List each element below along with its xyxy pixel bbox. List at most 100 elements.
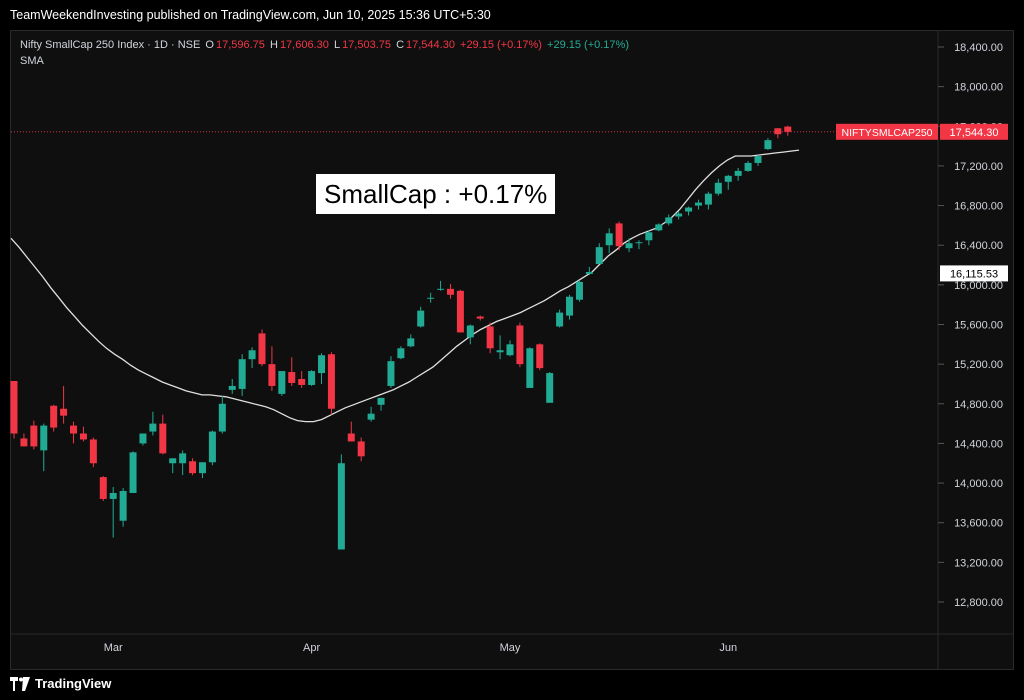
candle	[40, 423, 48, 472]
candle	[407, 334, 415, 348]
candle	[218, 395, 226, 434]
candle	[764, 138, 772, 151]
change-value: +29.15 (+0.17%)	[460, 39, 542, 51]
candle	[476, 315, 484, 321]
candle	[198, 462, 206, 479]
candle	[30, 420, 38, 450]
low-label: L	[333, 39, 341, 51]
candle	[645, 230, 653, 246]
candle-body	[208, 431, 216, 463]
candle-body	[60, 408, 68, 416]
candle-body	[347, 433, 355, 442]
candle	[615, 221, 623, 251]
candle-body	[387, 361, 395, 386]
ohlc-legend: Nifty SmallCap 250 Index · 1D · NSE O 17,…	[20, 39, 631, 51]
y-tick-label: 18,400.00	[954, 42, 1003, 54]
candle	[556, 309, 564, 328]
candle-body	[119, 491, 127, 521]
candle	[238, 354, 246, 396]
candle	[327, 352, 335, 415]
candle-body	[704, 193, 712, 205]
candle	[109, 487, 117, 538]
candle-body	[79, 433, 87, 440]
candle-body	[427, 297, 435, 299]
candle-body	[744, 162, 752, 171]
candle-body	[149, 423, 157, 432]
candle	[149, 411, 157, 436]
candle	[704, 191, 712, 210]
candle-body	[50, 405, 58, 428]
candle-body	[496, 350, 504, 353]
candle-body	[159, 423, 167, 454]
candle	[318, 353, 326, 384]
candle	[516, 322, 524, 368]
candle-body	[318, 355, 326, 374]
candle-body	[139, 433, 147, 444]
candle	[50, 404, 58, 432]
candle	[526, 347, 534, 388]
change-value-2: +29.15 (+0.17%)	[547, 39, 629, 51]
candle	[456, 289, 464, 333]
candle	[496, 335, 504, 360]
close-label: C	[396, 39, 405, 51]
last-price-tag	[940, 123, 1008, 140]
candle-body	[40, 425, 48, 451]
candle	[466, 324, 474, 345]
sma-price-tag	[940, 265, 1008, 282]
candle	[734, 167, 742, 181]
close-value: 17,544.30	[406, 39, 455, 51]
candle	[546, 372, 554, 403]
candle-body	[129, 452, 137, 493]
candle-body	[10, 380, 18, 434]
candle-body	[585, 271, 593, 274]
candle-body	[437, 288, 445, 290]
candle	[635, 240, 643, 250]
candle-body	[546, 373, 554, 403]
candle	[655, 223, 663, 232]
candle-body	[774, 128, 782, 135]
candle	[258, 329, 266, 367]
candle-body	[218, 403, 226, 432]
candle	[129, 451, 137, 493]
candle	[347, 421, 355, 442]
candle	[446, 283, 454, 299]
candle-body	[764, 140, 772, 150]
y-tick-label: 14,800.00	[954, 399, 1003, 411]
candle	[724, 174, 732, 190]
candle	[119, 488, 127, 527]
publish-bar: TeamWeekendInvesting published on Tradin…	[0, 0, 1024, 30]
y-tick-label: 16,000.00	[954, 280, 1003, 292]
candle	[397, 346, 405, 360]
candle-body	[99, 477, 107, 499]
candle	[308, 370, 316, 386]
candle	[605, 228, 613, 254]
candle	[685, 206, 693, 216]
candle-body	[645, 232, 653, 241]
y-tick-label: 14,400.00	[954, 438, 1003, 450]
candle-body	[337, 463, 345, 550]
x-tick-label: Apr	[303, 642, 320, 654]
x-tick-label: Jun	[719, 642, 737, 654]
candle-body	[595, 247, 603, 265]
candle	[189, 458, 197, 476]
candle	[575, 279, 583, 302]
symbol-tag	[836, 123, 938, 140]
candle-body	[189, 461, 197, 474]
candle-body	[536, 344, 544, 369]
candle-body	[357, 441, 365, 457]
candle-body	[238, 359, 246, 389]
y-tick-label: 15,200.00	[954, 359, 1003, 371]
candle	[20, 433, 28, 447]
candle-body	[675, 213, 683, 217]
y-tick-label: 18,000.00	[954, 82, 1003, 94]
candle-body	[308, 371, 316, 385]
candle	[665, 214, 673, 226]
candle-body	[556, 312, 564, 327]
candle	[278, 371, 286, 396]
candle	[675, 211, 683, 220]
candle-body	[625, 243, 633, 249]
candle	[754, 155, 762, 166]
candle	[506, 340, 514, 357]
candle	[60, 385, 68, 424]
